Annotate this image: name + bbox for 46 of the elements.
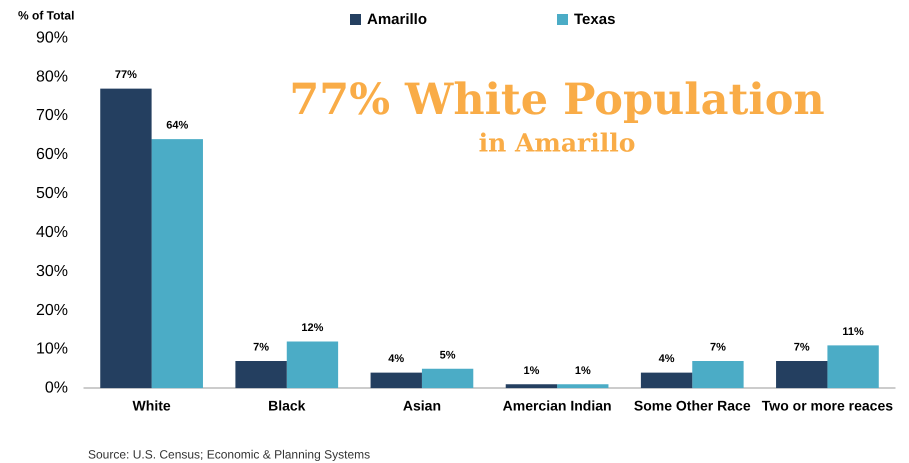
bar (286, 342, 338, 388)
bar (370, 372, 422, 388)
data-label: 4% (388, 353, 404, 366)
y-tick-label: 20% (36, 302, 68, 319)
x-tick-label: Black (268, 397, 306, 414)
source-note: Source: U.S. Census; Economic & Planning Systems (88, 447, 370, 462)
text: % of Total (18, 8, 74, 22)
y-tick-label: 50% (36, 185, 68, 202)
data-label: 1% (574, 364, 591, 377)
data-label: 11% (842, 326, 864, 338)
x-tick-label: Two or more reaces (762, 397, 894, 414)
bar (692, 360, 744, 388)
y-tick-label: 90% (36, 29, 68, 46)
x-tick-label: Some Other Race (634, 397, 751, 414)
y-tick-label: 30% (36, 262, 68, 280)
x-tick-label: White (132, 397, 171, 414)
bar (640, 372, 692, 388)
bar (235, 360, 287, 388)
y-tick-label: 60% (36, 146, 68, 164)
data-label: 4% (658, 353, 675, 366)
data-label: 64% (166, 120, 189, 132)
data-label: 1% (523, 364, 540, 377)
y-tick-label: 0% (44, 380, 68, 397)
y-tick-label: 40% (36, 224, 68, 241)
bar (100, 88, 152, 388)
annotation: 77% White Population (289, 75, 825, 126)
y-tick-label: 70% (36, 107, 68, 124)
bar (506, 384, 558, 388)
y-tick-label: 10% (36, 340, 68, 358)
x-tick-label: Asian (402, 397, 441, 414)
bar (152, 139, 203, 388)
annotation: in Amarillo (478, 128, 636, 158)
data-label: 7% (794, 341, 810, 354)
x-tick-label: Amercian Indian (502, 397, 612, 414)
bar (422, 368, 474, 388)
bar (776, 360, 828, 388)
data-label: 77% (114, 69, 138, 82)
legend-label: Texas (574, 11, 616, 28)
data-label: 12% (301, 322, 324, 334)
legend-label: Amarillo (367, 11, 428, 28)
bar (557, 384, 608, 388)
y-tick-label: 80% (36, 68, 68, 86)
data-label: 5% (440, 349, 456, 362)
bar (827, 345, 879, 388)
data-label: 7% (253, 341, 270, 354)
data-label: 7% (710, 341, 726, 354)
